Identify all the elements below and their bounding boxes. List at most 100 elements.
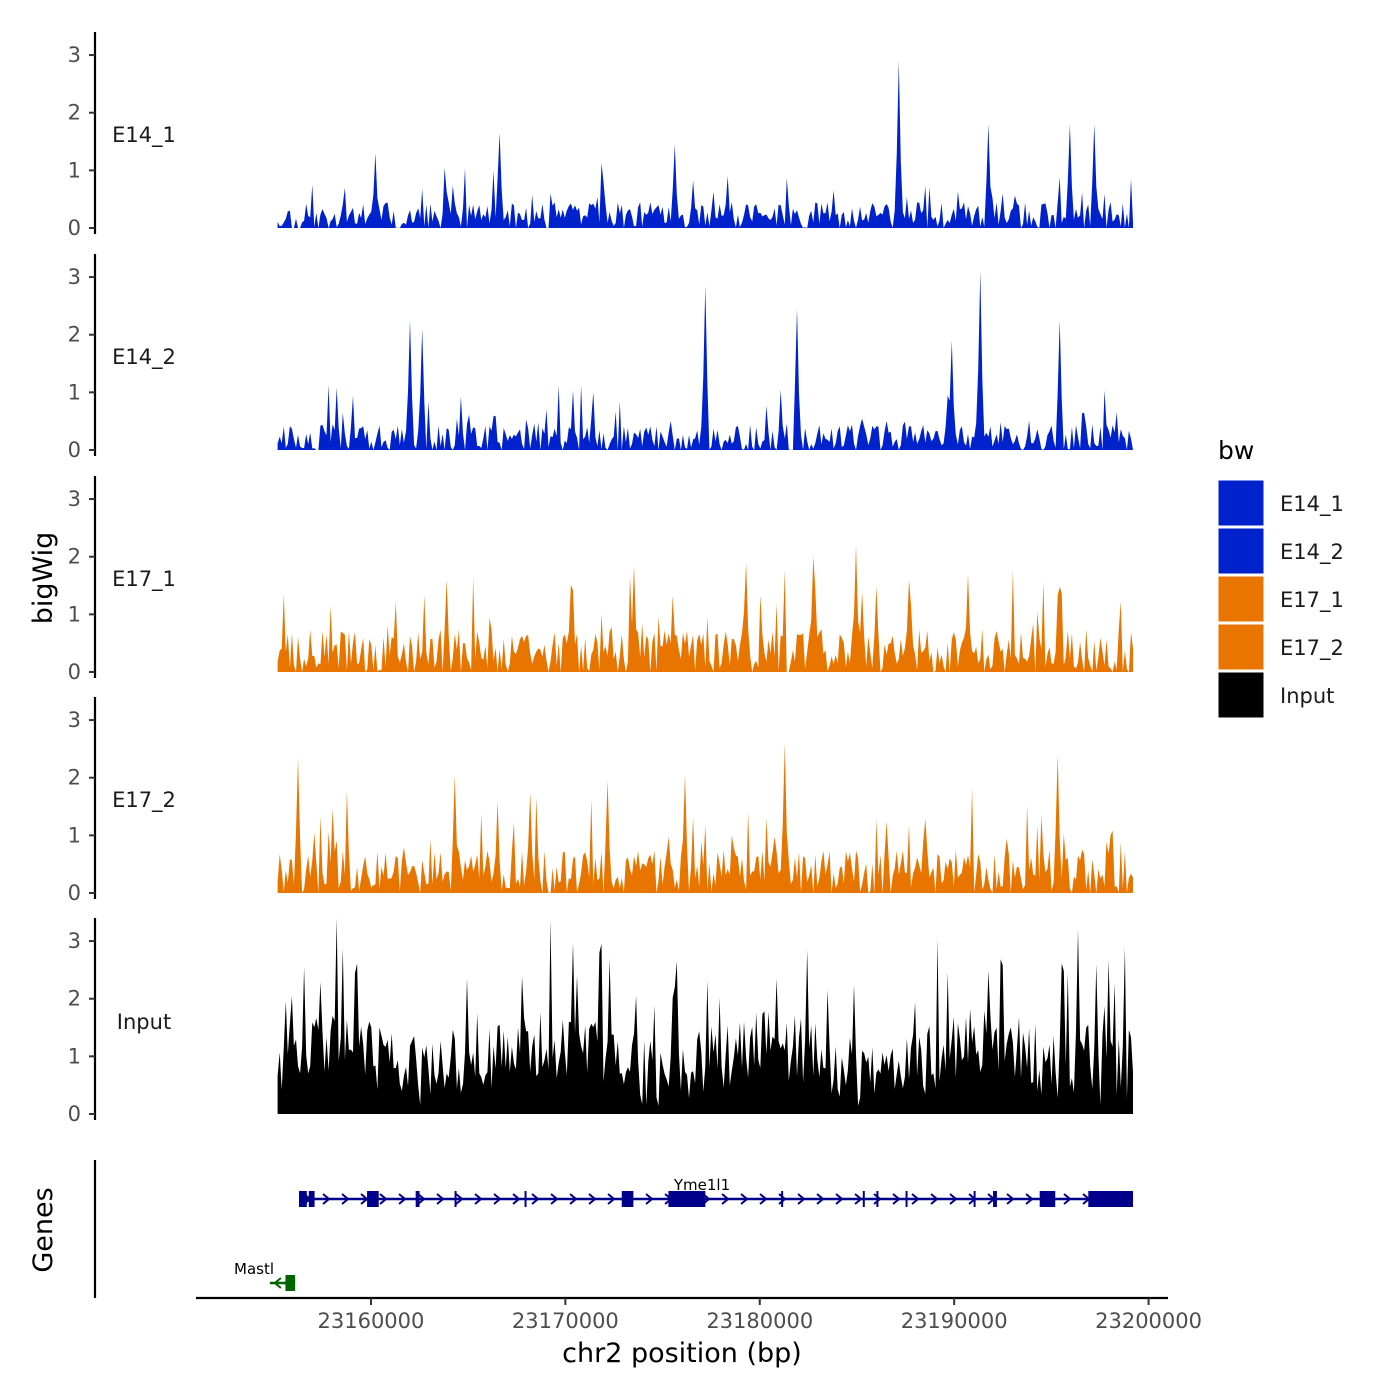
strand-arrow: [607, 1193, 616, 1205]
strand-arrow: [1006, 1193, 1015, 1205]
track-label: E17_1: [112, 567, 176, 592]
gene-yme1l1: Yme1l1: [299, 1176, 1134, 1207]
strand-arrow: [835, 1193, 844, 1205]
exon: [781, 1191, 784, 1207]
strand-arrow: [797, 1193, 806, 1205]
gene-label: Yme1l1: [673, 1176, 730, 1194]
y-tick-label: 2: [68, 766, 81, 790]
strand-arrow: [911, 1193, 920, 1205]
strand-arrow: [493, 1193, 502, 1205]
legend-key-input: [1217, 671, 1265, 719]
x-tick-label: 23180000: [706, 1309, 813, 1333]
strand-arrow: [930, 1193, 939, 1205]
genes-axis-title: Genes: [28, 1187, 59, 1272]
coverage-area-input: [277, 918, 1134, 1114]
y-tick-label: 3: [68, 43, 81, 67]
exon: [285, 1275, 296, 1291]
strand-arrow: [778, 1193, 787, 1205]
strand-arrow: [1025, 1193, 1034, 1205]
y-tick-label: 3: [68, 487, 81, 511]
exon: [876, 1191, 879, 1207]
strand-arrow: [322, 1193, 331, 1205]
strand-arrow: [1063, 1193, 1072, 1205]
track-label: E14_2: [112, 345, 176, 370]
track-e14-1: 0 1 2 3 E14_1: [68, 32, 1134, 240]
exon: [668, 1191, 706, 1207]
strand-arrow: [531, 1193, 540, 1205]
y-tick-label: 1: [68, 380, 81, 404]
strand-arrow: [892, 1193, 901, 1205]
strand-arrow: [816, 1193, 825, 1205]
y-tick-label: 3: [68, 929, 81, 953]
track-input: 0 1 2 3 Input: [68, 918, 1134, 1126]
y-tick-label: 3: [68, 708, 81, 732]
exon: [993, 1191, 997, 1207]
strand-arrow: [379, 1193, 388, 1205]
strand-arrow: [512, 1193, 521, 1205]
track-label: E17_2: [112, 788, 176, 813]
legend-key-e14-2: [1217, 527, 1265, 575]
strand-arrow: [569, 1193, 578, 1205]
coverage-area-e17-2: [277, 743, 1134, 893]
strand-arrow: [740, 1193, 749, 1205]
legend-label: E17_2: [1280, 636, 1344, 661]
legend-key-e17-2: [1217, 623, 1265, 671]
coverage-area-e14-2: [277, 271, 1134, 450]
y-tick-label: 1: [68, 602, 81, 626]
coverage-tracks: 0 1 2 3 E14_1 0 1 2 3 E14_2 0 1 2 3 E17_1 0 1 2 3 E17_2 0 1 2 3…: [68, 32, 1134, 1126]
strand-arrow: [949, 1193, 958, 1205]
x-axis: 23160000 23170000 23180000 23190000 23200000: [196, 1296, 1202, 1333]
strand-arrow: [398, 1193, 407, 1205]
legend-label: E17_1: [1280, 588, 1344, 613]
x-tick-label: 23190000: [901, 1309, 1008, 1333]
strand-arrow: [417, 1193, 426, 1205]
gene-label: Mastl: [234, 1260, 274, 1278]
y-tick-label: 1: [68, 158, 81, 182]
exon: [454, 1191, 457, 1207]
exon: [367, 1191, 379, 1207]
legend-key-e17-1: [1217, 575, 1265, 623]
legend-label: Input: [1280, 684, 1334, 708]
exon: [1039, 1191, 1056, 1207]
strand-arrow: [360, 1193, 369, 1205]
exon: [862, 1191, 865, 1207]
y-tick-label: 2: [68, 101, 81, 125]
y-tick-label: 0: [68, 438, 81, 462]
legend-key-e14-1: [1217, 479, 1265, 527]
y-tick-label: 1: [68, 823, 81, 847]
gene-mastl: Mastl: [234, 1260, 296, 1291]
track-e14-2: 0 1 2 3 E14_2: [68, 254, 1134, 462]
strand-arrow: [474, 1193, 483, 1205]
y-tick-label: 1: [68, 1044, 81, 1068]
x-tick-label: 23160000: [318, 1309, 425, 1333]
y-tick-label: 2: [68, 323, 81, 347]
strand-arrow: [588, 1193, 597, 1205]
legend-label: E14_1: [1280, 492, 1344, 517]
track-e17-1: 0 1 2 3 E17_1: [68, 476, 1134, 684]
coverage-area-e17-1: [277, 545, 1134, 672]
strand-arrow: [436, 1193, 445, 1205]
exon: [905, 1191, 908, 1207]
y-tick-label: 3: [68, 265, 81, 289]
exon: [524, 1191, 527, 1207]
legend-title: bw: [1218, 436, 1254, 465]
track-e17-2: 0 1 2 3 E17_2: [68, 697, 1134, 905]
strand-arrow: [273, 1277, 282, 1289]
coverage-area-e14-1: [277, 60, 1134, 228]
exon: [1088, 1191, 1134, 1207]
strand-arrow: [645, 1193, 654, 1205]
x-axis-title: chr2 position (bp): [562, 1338, 802, 1369]
strand-arrow: [873, 1193, 882, 1205]
x-tick-label: 23170000: [512, 1309, 619, 1333]
strand-arrow: [759, 1193, 768, 1205]
y-tick-label: 2: [68, 987, 81, 1011]
exon: [299, 1191, 307, 1207]
track-label: Input: [117, 1010, 171, 1034]
strand-arrow: [854, 1193, 863, 1205]
genes-panel: Yme1l1 Mastl: [93, 1160, 1134, 1298]
y-tick-label: 0: [68, 660, 81, 684]
strand-arrow: [341, 1193, 350, 1205]
x-tick-label: 23200000: [1095, 1309, 1202, 1333]
y-tick-label: 0: [68, 881, 81, 905]
